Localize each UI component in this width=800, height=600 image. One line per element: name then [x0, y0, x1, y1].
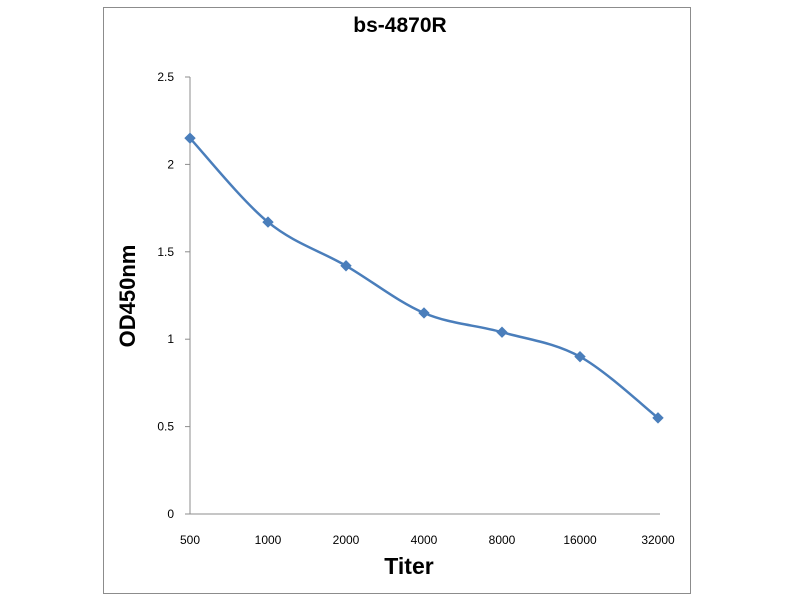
y-tick-label: 1: [167, 332, 174, 346]
x-tick-label: 4000: [411, 533, 438, 547]
data-point: [496, 326, 508, 338]
y-tick-label: 0: [167, 507, 174, 521]
data-point: [340, 260, 352, 272]
y-tick-label: 0.5: [157, 420, 174, 434]
x-tick-label: 500: [180, 533, 200, 547]
series-line: [189, 137, 659, 419]
data-point: [418, 307, 430, 319]
data-point: [184, 132, 196, 144]
y-tick-label: 1.5: [157, 245, 174, 259]
x-axis-label: Titer: [384, 553, 434, 579]
x-tick-label: 8000: [489, 533, 516, 547]
x-tick-label: 16000: [563, 533, 597, 547]
x-tick-label: 32000: [641, 533, 675, 547]
y-tick-label: 2.5: [157, 70, 174, 84]
x-tick-label: 2000: [333, 533, 360, 547]
chart-frame: [103, 7, 691, 594]
y-tick-label: 2: [167, 157, 174, 171]
data-point: [574, 350, 586, 363]
x-tick-label: 1000: [255, 533, 282, 547]
chart-title: bs-4870R: [353, 14, 447, 37]
data-point: [262, 216, 274, 228]
data-point: [652, 412, 664, 424]
